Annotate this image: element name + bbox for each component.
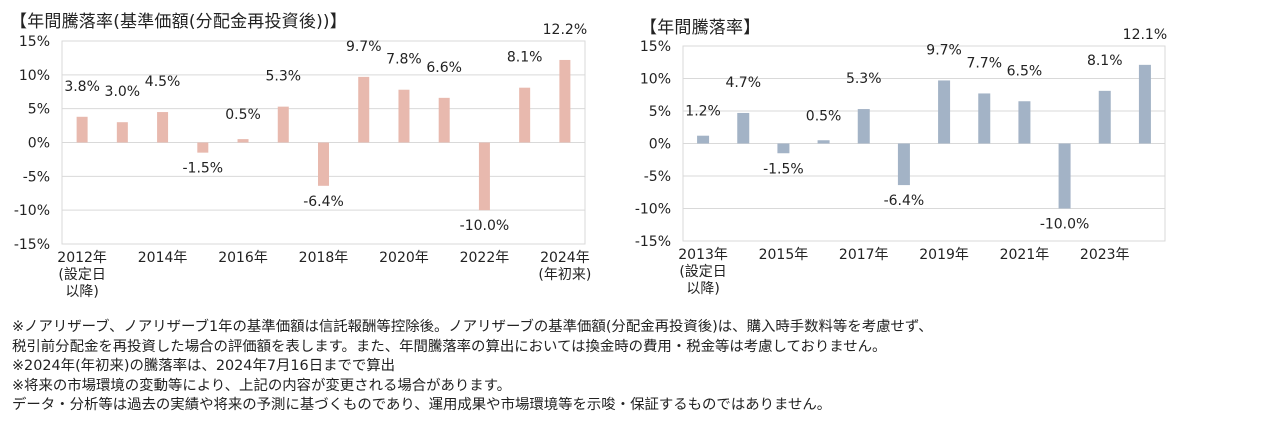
bar (197, 142, 209, 153)
x-tick-label: 2020年 (379, 250, 429, 266)
footnote-line: ※ノアリザーブ、ノアリザーブ1年の基準価額は信託報酬等控除後。ノアリザーブの基準… (12, 319, 933, 335)
bar-value-label: 12.1% (1123, 27, 1167, 43)
bar (277, 106, 289, 143)
x-tick-label: 2021年 (1000, 247, 1050, 263)
bar-value-label: -6.4% (303, 194, 344, 210)
x-tick-label: 2017年 (839, 247, 889, 263)
footnote-line: ※将来の市場環境の変動等により、上記の内容が変更される場合があります。 (12, 377, 512, 394)
bar-value-label: 5.3% (265, 69, 301, 85)
bar-value-label: -10.0% (1040, 217, 1090, 233)
bar-value-label: 7.7% (966, 55, 1002, 71)
bar-value-label: 8.1% (1087, 53, 1123, 69)
bar-value-label: 6.5% (1007, 63, 1043, 79)
bar (777, 143, 790, 154)
bar-value-label: 0.5% (806, 108, 842, 124)
bar-value-label: 7.8% (386, 52, 422, 68)
y-tick-label: 15% (640, 39, 671, 55)
y-tick-label: 5% (649, 104, 671, 120)
bar (1058, 143, 1071, 209)
x-tick-label: (設定日 (58, 267, 105, 283)
y-tick-label: -15% (635, 234, 671, 250)
bar-value-label: 3.8% (64, 79, 100, 95)
y-tick-label: -10% (14, 203, 50, 219)
bar (438, 97, 450, 143)
bar-value-label: -10.0% (460, 218, 510, 234)
x-tick-label: 以降) (65, 284, 98, 300)
x-tick-label: 2018年 (299, 250, 349, 266)
bar (157, 112, 169, 143)
bar-value-label: -6.4% (884, 193, 925, 209)
bar (358, 76, 370, 143)
bar (978, 93, 991, 144)
y-tick-label: -5% (644, 169, 671, 185)
bar (938, 80, 951, 144)
x-tick-label: 2012年 (57, 250, 107, 266)
y-tick-label: 10% (19, 68, 50, 84)
bar-value-label: 9.7% (926, 42, 962, 58)
chart-2-plot: 15% 10% 5% 0% -5% -10% -15% 1.2%4.7% -1.5% 0.5% 5.… (635, 27, 1167, 297)
bar-value-label: 3.0% (105, 84, 141, 100)
x-tick-label: (設定日 (679, 264, 726, 280)
bar (817, 140, 830, 144)
bar (237, 139, 249, 143)
bar (857, 109, 870, 144)
bar (519, 87, 531, 143)
x-tick-label: 2016年 (218, 250, 268, 266)
y-tick-label: 5% (28, 102, 50, 118)
footnotes: ※ノアリザーブ、ノアリザーブ1年の基準価額は信託報酬等控除後。ノアリザーブの基準… (12, 318, 933, 416)
bar-value-label: -1.5% (763, 161, 804, 177)
x-tick-label: 2024年 (540, 250, 590, 266)
bar (1018, 101, 1031, 144)
bar (737, 112, 750, 144)
chart-2-title: 【年間騰落率】 (640, 18, 761, 38)
bar-value-label: 0.5% (225, 107, 261, 123)
bar-value-label: 1.2% (685, 104, 721, 120)
bar-value-label: 4.5% (145, 74, 181, 90)
bar-value-label: 8.1% (507, 50, 543, 66)
bar (318, 142, 329, 186)
x-tick-label: 2023年 (1080, 247, 1130, 263)
bar-value-label: 5.3% (846, 71, 882, 87)
bar (116, 122, 128, 143)
bar-value-label: 4.7% (725, 75, 761, 91)
bar (559, 59, 571, 143)
bar-value-label: 12.2% (543, 22, 587, 38)
x-tick-label: 以降) (686, 281, 719, 297)
chart-1-title: 【年間騰落率(基準価額(分配金再投資後))】 (10, 12, 347, 32)
x-tick-label: (年初来) (538, 266, 591, 283)
bar (697, 135, 710, 144)
x-tick-label: 2022年 (460, 250, 510, 266)
y-tick-label: 0% (28, 136, 50, 152)
y-tick-label: -10% (635, 202, 671, 218)
x-tick-label: 2019年 (919, 247, 969, 263)
bar-value-label: -1.5% (182, 161, 223, 177)
bar-value-label: 6.6% (426, 60, 462, 76)
x-tick-label: 2013年 (678, 247, 728, 263)
bar-value-label: 9.7% (346, 39, 382, 55)
bar (1098, 90, 1111, 144)
y-tick-label: 15% (19, 34, 50, 50)
y-tick-label: -15% (14, 237, 50, 253)
chart-1-plot: 15% 10% 5% 0% -5% -10% -15% 3.8% 3.0%4.5% -1.5% 0.… (14, 22, 592, 300)
bar (76, 116, 88, 143)
footnote-line: データ・分析等は過去の実績や将来の予測に基づくものであり、運用成果や市場環境等を… (12, 397, 832, 413)
bar (897, 143, 910, 186)
y-tick-label: 10% (640, 72, 671, 88)
footnote-line: ※2024年(年初来)の騰落率は、2024年7月16日までで算出 (12, 358, 396, 374)
x-tick-label: 2014年 (138, 250, 188, 266)
x-tick-label: 2015年 (759, 247, 809, 263)
bar (1138, 64, 1151, 144)
footnote-line: 税引前分配金を再投資した場合の評価額を表します。また、年間騰落率の算出においては… (12, 338, 887, 355)
y-tick-label: -5% (23, 169, 50, 185)
bar (398, 89, 410, 143)
y-tick-label: 0% (649, 137, 671, 153)
bar (478, 142, 490, 211)
